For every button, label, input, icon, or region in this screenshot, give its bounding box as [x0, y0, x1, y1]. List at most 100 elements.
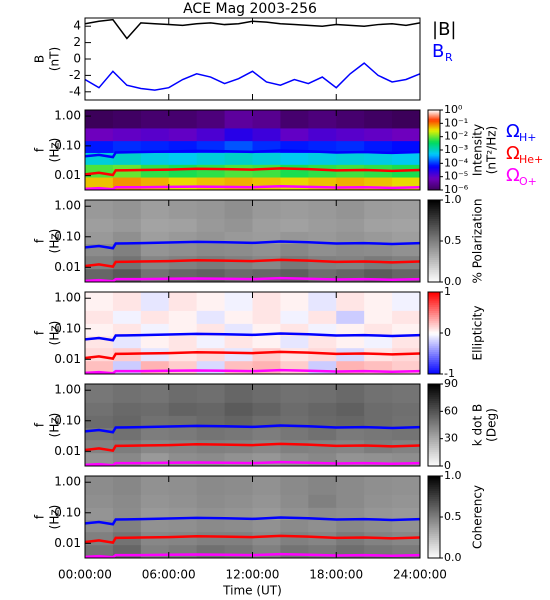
gyrofrequency-line	[85, 368, 420, 374]
heatmap-cell	[168, 127, 198, 142]
heatmap-cell	[392, 402, 420, 416]
heatmap-cell	[224, 200, 253, 219]
y-axis-label: f	[33, 422, 47, 427]
heatmap-cell	[112, 544, 142, 558]
colorbar-swatch	[428, 146, 440, 149]
heatmap-cell	[224, 360, 253, 374]
heatmap-cell	[140, 292, 170, 311]
heatmap-cell	[140, 110, 170, 129]
colorbar-swatch	[428, 228, 440, 232]
gyrofrequency-line	[85, 516, 420, 526]
heatmap-cell	[252, 519, 281, 533]
gyrofrequency-line	[85, 167, 420, 177]
heatmap-cell	[140, 152, 170, 165]
heatmap-cell	[280, 439, 309, 454]
colorbar-swatch	[428, 277, 440, 281]
heatmap-cell	[308, 335, 337, 349]
heatmap-cell	[168, 243, 198, 257]
colorbar-tick-label: 10⁻²	[444, 130, 468, 143]
heatmap-cell	[140, 402, 170, 416]
heatmap-cell	[224, 519, 253, 533]
heatmap-cell	[336, 152, 365, 165]
colorbar-swatch	[428, 445, 440, 449]
heatmap-cell	[308, 323, 337, 337]
colorbar-swatch	[428, 371, 440, 375]
colorbar-swatch	[428, 517, 440, 520]
y-axis-label: (Hz)	[48, 138, 62, 163]
heatmap-cell	[196, 152, 226, 165]
colorbar-swatch	[428, 551, 440, 555]
colorbar-tick-label: 90	[444, 377, 458, 390]
heatmap-cell	[168, 384, 198, 403]
colorbar-swatch	[428, 234, 440, 238]
heatmap-cell	[140, 243, 170, 257]
heatmap-cell	[364, 152, 393, 165]
heatmap-cell	[308, 200, 337, 219]
heatmap-cell	[196, 310, 226, 324]
heatmap-cell	[224, 243, 253, 257]
x-tick-label: 00:00:00	[58, 568, 112, 582]
heatmap-cell	[112, 268, 142, 282]
colorbar-tick-label: 0.0	[444, 275, 462, 288]
colorbar-swatch	[428, 441, 440, 444]
heatmap-cell	[224, 140, 253, 153]
heatmap-cell	[280, 218, 309, 232]
y-tick-label: 0	[73, 52, 81, 66]
colorbar-swatch	[428, 150, 440, 153]
heatmap-cell	[280, 544, 309, 558]
colorbar-label: Coherency	[471, 485, 485, 549]
heatmap-cell	[112, 110, 142, 129]
heatmap-cell	[280, 519, 309, 533]
heatmap-cell	[280, 110, 309, 129]
heatmap-cell	[224, 231, 253, 245]
colorbar-swatch	[428, 238, 440, 242]
heatmap-cell	[336, 310, 365, 324]
colorbar-swatch	[428, 184, 440, 187]
heatmap-cell	[168, 292, 198, 311]
colorbar-tick-label: 0	[444, 459, 451, 472]
heatmap-cell	[364, 427, 393, 441]
heatmap-cell	[252, 335, 281, 349]
heatmap-cell	[308, 507, 337, 521]
gyrofrequency-line	[85, 350, 420, 361]
heatmap-cell	[168, 402, 198, 416]
colorbar-swatch	[428, 116, 440, 119]
colorbar-swatch	[428, 496, 440, 500]
heatmap-cell	[140, 427, 170, 441]
colorbar-swatch	[428, 300, 440, 303]
colorbar-swatch	[428, 126, 440, 129]
heatmap-cell	[168, 347, 198, 362]
y-tick-label: 0.01	[54, 168, 81, 182]
heatmap-cell	[112, 335, 142, 349]
heatmap-cell	[196, 494, 226, 508]
colorbar-swatch	[428, 324, 440, 328]
colorbar-swatch	[428, 188, 440, 191]
heatmap-cell	[85, 177, 114, 190]
heatmap-cell	[196, 402, 226, 416]
heatmap-cell	[85, 402, 114, 416]
heatmap-cell	[392, 415, 420, 429]
colorbar-swatch	[428, 429, 440, 432]
colorbar-swatch	[428, 326, 440, 330]
colorbar-label: Ellipticity	[471, 306, 485, 361]
colorbar-swatch	[428, 178, 440, 181]
heatmap-cell	[308, 292, 337, 311]
line-series	[85, 62, 420, 91]
colorbar-swatch	[428, 124, 440, 127]
colorbar-swatch	[428, 180, 440, 183]
heatmap-cell	[336, 127, 365, 142]
heatmap-cell	[392, 335, 420, 349]
heatmap-cell	[168, 152, 198, 165]
y-tick-label: 1.00	[54, 383, 81, 397]
colorbar-swatch	[428, 500, 440, 504]
heatmap-cell	[168, 335, 198, 349]
colorbar-swatch	[428, 320, 440, 324]
y-tick-label: 0.01	[54, 536, 81, 550]
colorbar-tick-label: 30	[444, 432, 458, 445]
heatmap-cell	[336, 231, 365, 245]
heatmap-cell	[392, 231, 420, 245]
heatmap-cell	[336, 494, 365, 508]
colorbar-swatch	[428, 200, 440, 203]
heatmap-cell	[85, 415, 114, 429]
